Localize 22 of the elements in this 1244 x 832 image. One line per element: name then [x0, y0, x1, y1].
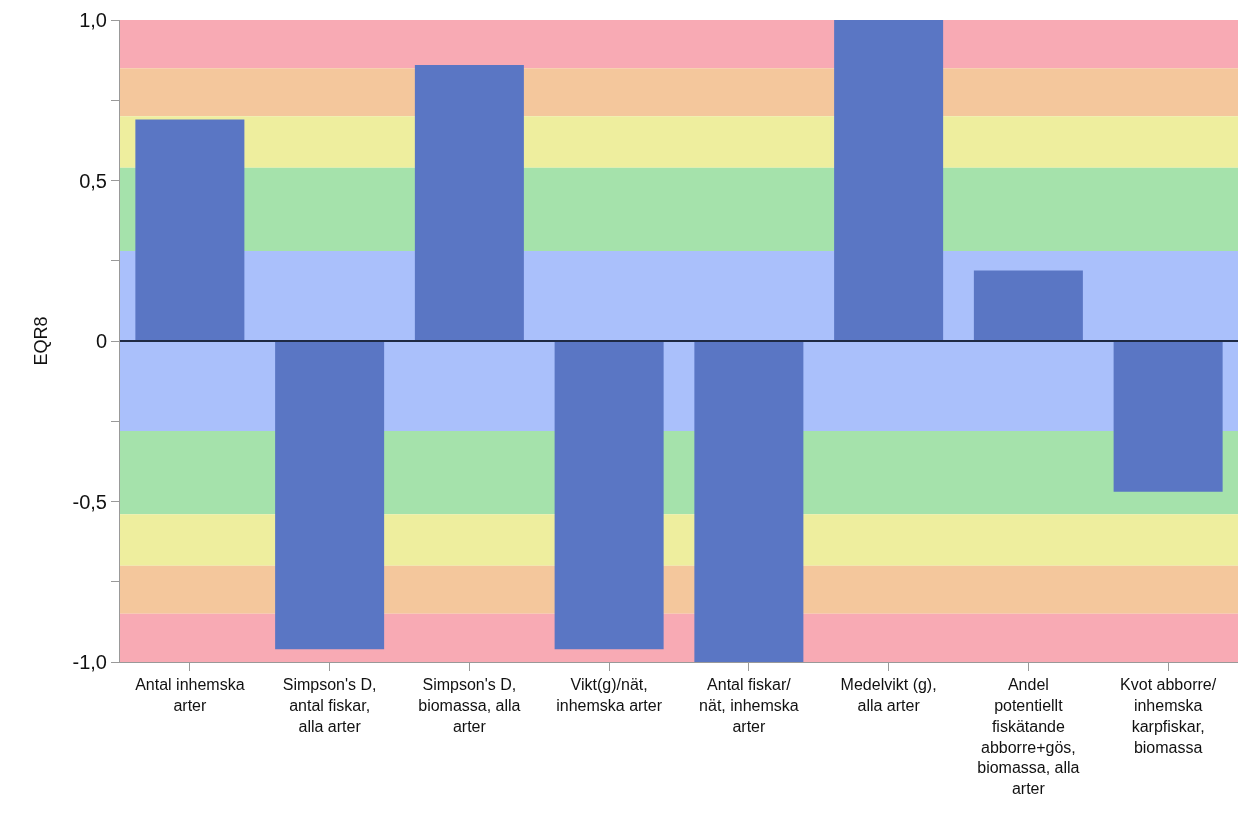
x-tick-label: Simpson's D, antal fiskar, alla arter: [282, 676, 377, 735]
bar: [135, 119, 245, 341]
bar: [834, 20, 944, 341]
bar: [275, 341, 385, 650]
y-tick-label: 0: [95, 330, 107, 352]
bar: [694, 341, 804, 662]
x-tick-label: Vikt(g)/nät, inhemska arter: [556, 676, 663, 714]
x-tick-label: Kvot abborre/inhemska karpfiskar, biomassa: [1120, 676, 1217, 756]
y-tick-label: -1,0: [72, 651, 107, 673]
x-tick-label: Antal fiskar/nät, inhemska arter: [699, 676, 799, 735]
bar: [414, 64, 524, 341]
x-tick-label: Antal inhemska arter: [135, 676, 245, 714]
x-tick-label: Andel potentiellt fiskätande abborre+gös, biomassa, alla arter: [977, 676, 1080, 798]
y-tick-label: 1,0: [79, 9, 107, 31]
y-tick-label: -0,5: [72, 490, 107, 513]
x-tick-label: Medelvikt (g), alla arter: [840, 676, 937, 714]
y-axis-title: EQR8: [30, 316, 51, 366]
bar: [554, 341, 664, 650]
bar: [1113, 341, 1223, 492]
x-tick-label: Simpson's D, biomassa, alla arter: [418, 676, 521, 735]
y-tick-label: 0,5: [79, 169, 107, 192]
bar: [973, 270, 1083, 341]
